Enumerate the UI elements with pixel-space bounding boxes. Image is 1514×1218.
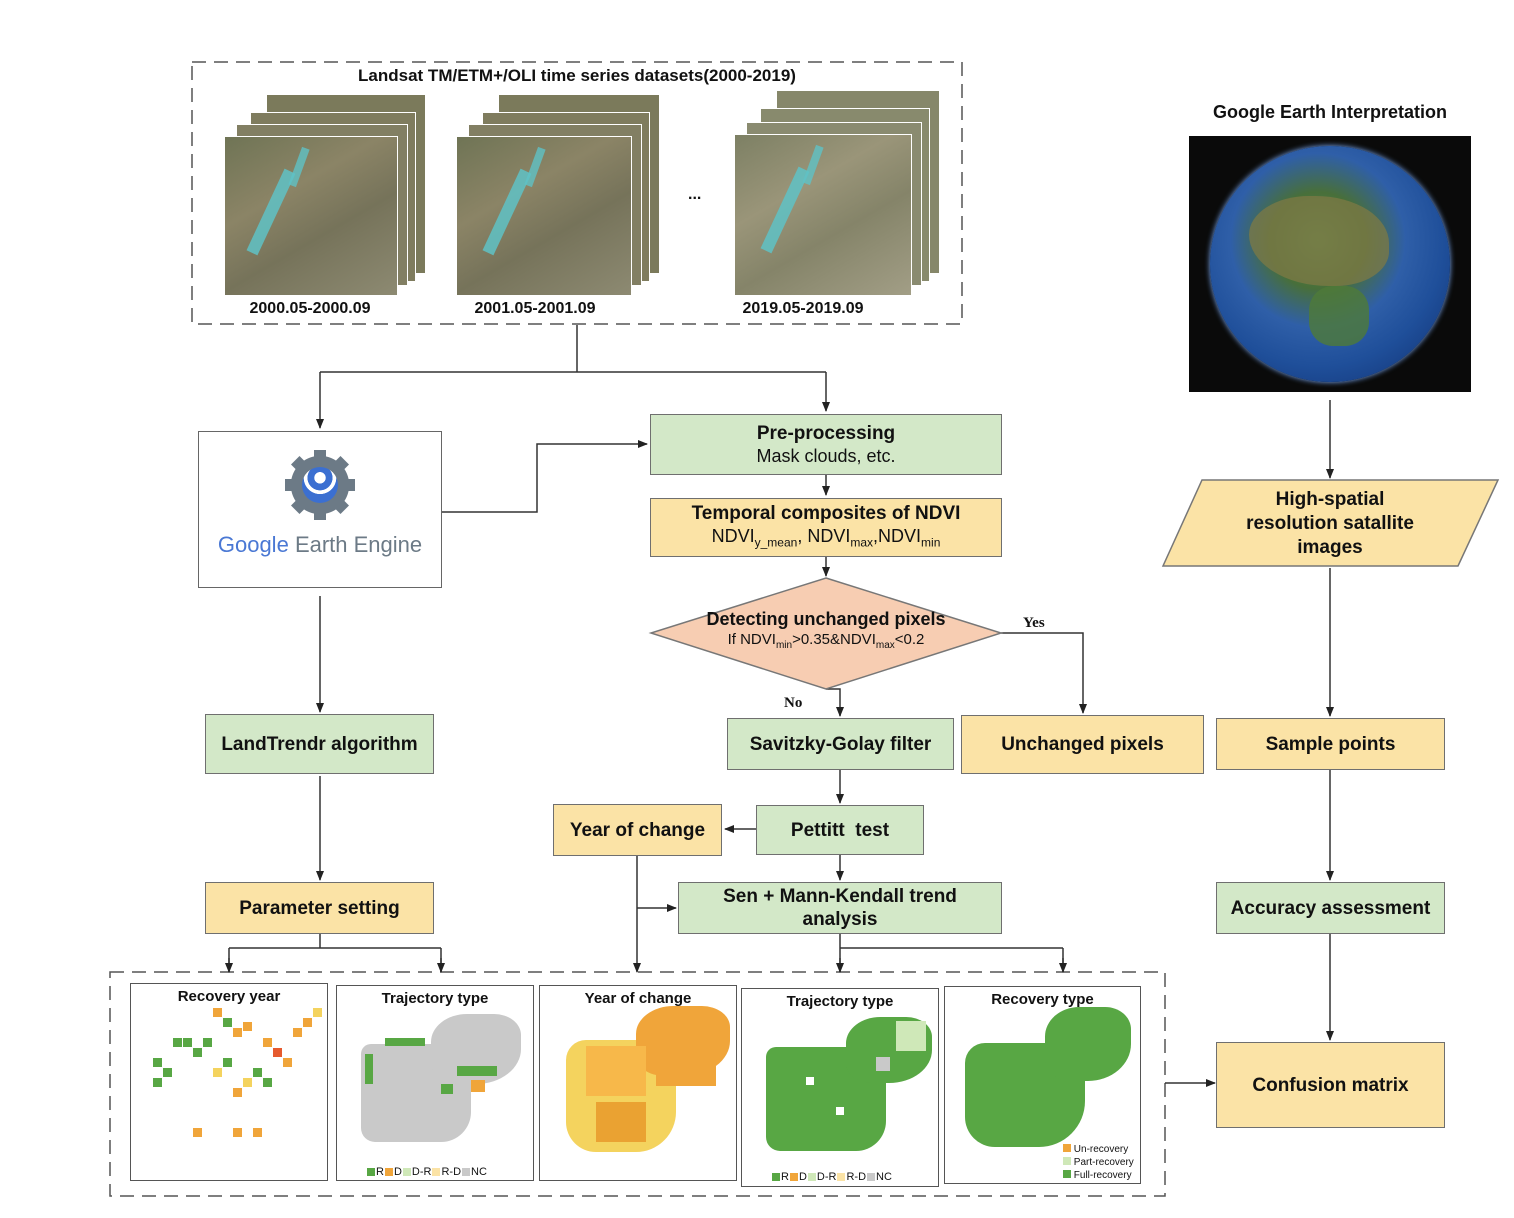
map-trajectory-type-2-title: Trajectory type — [786, 993, 894, 1010]
pettitt-box: Pettitt test — [756, 805, 924, 855]
map-recovery-year: Recovery year — [130, 983, 328, 1181]
detect-sub: If NDVImin>0.35&NDVImax<0.2 — [727, 631, 925, 651]
sen-mk-label: Sen + Mann-Kendall trend analysis — [723, 886, 957, 930]
accuracy-box: Accuracy assessment — [1216, 882, 1445, 934]
sen-mk-box: Sen + Mann-Kendall trend analysis — [678, 882, 1002, 934]
pixel-cell — [163, 1068, 172, 1077]
pixel-cell — [193, 1128, 202, 1137]
landsat-ellipsis: ... — [688, 186, 702, 203]
sample-points-label: Sample points — [1265, 733, 1396, 755]
results-frame — [109, 971, 1166, 1197]
gee-box: Google Earth Engine — [198, 431, 442, 588]
map-recovery-type: Recovery type Un-recovery Part-recovery … — [944, 986, 1141, 1184]
trajectory-2-shape — [766, 1017, 934, 1157]
pixel-cell — [293, 1028, 302, 1037]
pixel-cell — [223, 1058, 232, 1067]
composites-box: Temporal composites of NDVI NDVIy_mean, … — [650, 498, 1002, 557]
detect-title: Detecting unchanged pixels — [706, 609, 946, 629]
confusion-label: Confusion matrix — [1252, 1074, 1409, 1096]
yes-label: Yes — [1023, 615, 1045, 631]
landtrendr-box: LandTrendr algorithm — [205, 714, 434, 774]
pixel-cell — [253, 1128, 262, 1137]
pixel-cell — [313, 1008, 322, 1017]
gee-google: Google — [217, 531, 289, 557]
pixel-cell — [233, 1128, 242, 1137]
pixel-cell — [263, 1038, 272, 1047]
sample-points-box: Sample points — [1216, 718, 1445, 770]
accuracy-label: Accuracy assessment — [1230, 897, 1431, 919]
map-trajectory-type-1-title: Trajectory type — [381, 990, 489, 1007]
landsat-frame — [191, 61, 963, 325]
period-2001: 2001.05-2001.09 — [474, 300, 596, 317]
pettitt-label: Pettitt test — [790, 819, 890, 841]
pixel-cell — [173, 1038, 182, 1047]
map-year-of-change-title: Year of change — [584, 990, 692, 1007]
map-recovery-year-title: Recovery year — [177, 988, 281, 1005]
pixel-cell — [213, 1008, 222, 1017]
gee-wordmark: Google Earth Engine — [218, 532, 422, 558]
pixel-cell — [213, 1068, 222, 1077]
pixel-cell — [153, 1058, 162, 1067]
pixel-cell — [243, 1078, 252, 1087]
landsat-title: Landsat TM/ETM+/OLI time series datasets… — [358, 66, 796, 85]
pixel-cell — [253, 1068, 262, 1077]
pixel-cell — [273, 1048, 282, 1057]
pixel-cell — [243, 1022, 252, 1031]
savitzky-box: Savitzky-Golay filter — [727, 718, 954, 770]
google-earth-image — [1189, 136, 1471, 392]
detect-label: Detecting unchanged pixels If NDVImin>0.… — [651, 608, 1001, 651]
pixel-cell — [153, 1078, 162, 1087]
map-year-of-change: Year of change — [539, 985, 737, 1181]
unchanged-label: Unchanged pixels — [1001, 734, 1164, 755]
map-trajectory-type-1: Trajectory type R D D-R R-D NC — [336, 985, 534, 1181]
period-2019: 2019.05-2019.09 — [742, 300, 864, 317]
preprocessing-title: Pre-processing — [756, 423, 896, 444]
recovery-type-legend: Un-recovery Part-recovery Full-recovery — [1063, 1143, 1134, 1182]
preprocessing-box: Pre-processing Mask clouds, etc. — [650, 414, 1002, 475]
pixel-cell — [303, 1018, 312, 1027]
high-spatial-label: High-spatial resolution satallite images — [1246, 489, 1414, 558]
recovery-type-shape — [965, 1007, 1133, 1147]
parameter-setting-box: Parameter setting — [205, 882, 434, 934]
gee-earth-engine: Earth Engine — [294, 531, 423, 557]
map-trajectory-type-2: Trajectory type R D D-R R-D NC — [741, 988, 939, 1187]
pixel-cell — [263, 1078, 272, 1087]
composites-sub: NDVIy_mean, NDVImax,NDVImin — [711, 525, 941, 550]
pixel-cell — [203, 1038, 212, 1047]
year-of-change-label: Year of change — [569, 819, 706, 841]
decision-diamond — [648, 577, 1004, 690]
year-of-change-shape — [566, 1006, 734, 1156]
unchanged-box: Unchanged pixels — [961, 715, 1204, 774]
savitzky-label: Savitzky-Golay filter — [749, 733, 932, 755]
pixel-cell — [183, 1038, 192, 1047]
google-earth-title: Google Earth Interpretation — [1212, 102, 1448, 122]
trajectory-2-legend: R D D-R R-D NC — [772, 1171, 892, 1183]
parameter-setting-label: Parameter setting — [239, 897, 400, 919]
year-of-change-box: Year of change — [553, 804, 722, 856]
pixel-cell — [193, 1048, 202, 1057]
high-spatial-parallelogram — [1161, 479, 1500, 567]
gee-gear-icon — [285, 449, 355, 520]
composites-title: Temporal composites of NDVI — [691, 502, 961, 524]
preprocessing-sub: Mask clouds, etc. — [756, 446, 896, 466]
pixel-cell — [223, 1018, 232, 1027]
period-2000: 2000.05-2000.09 — [249, 300, 371, 317]
landtrendr-label: LandTrendr algorithm — [221, 733, 418, 755]
pixel-cell — [233, 1028, 242, 1037]
map-recovery-type-title: Recovery type — [991, 991, 1094, 1008]
trajectory-1-shape — [361, 1014, 521, 1142]
pixel-cell — [283, 1058, 292, 1067]
pixel-cell — [233, 1088, 242, 1097]
no-label: No — [784, 695, 803, 711]
trajectory-1-legend: R D D-R R-D NC — [367, 1166, 487, 1178]
confusion-box: Confusion matrix — [1216, 1042, 1445, 1128]
